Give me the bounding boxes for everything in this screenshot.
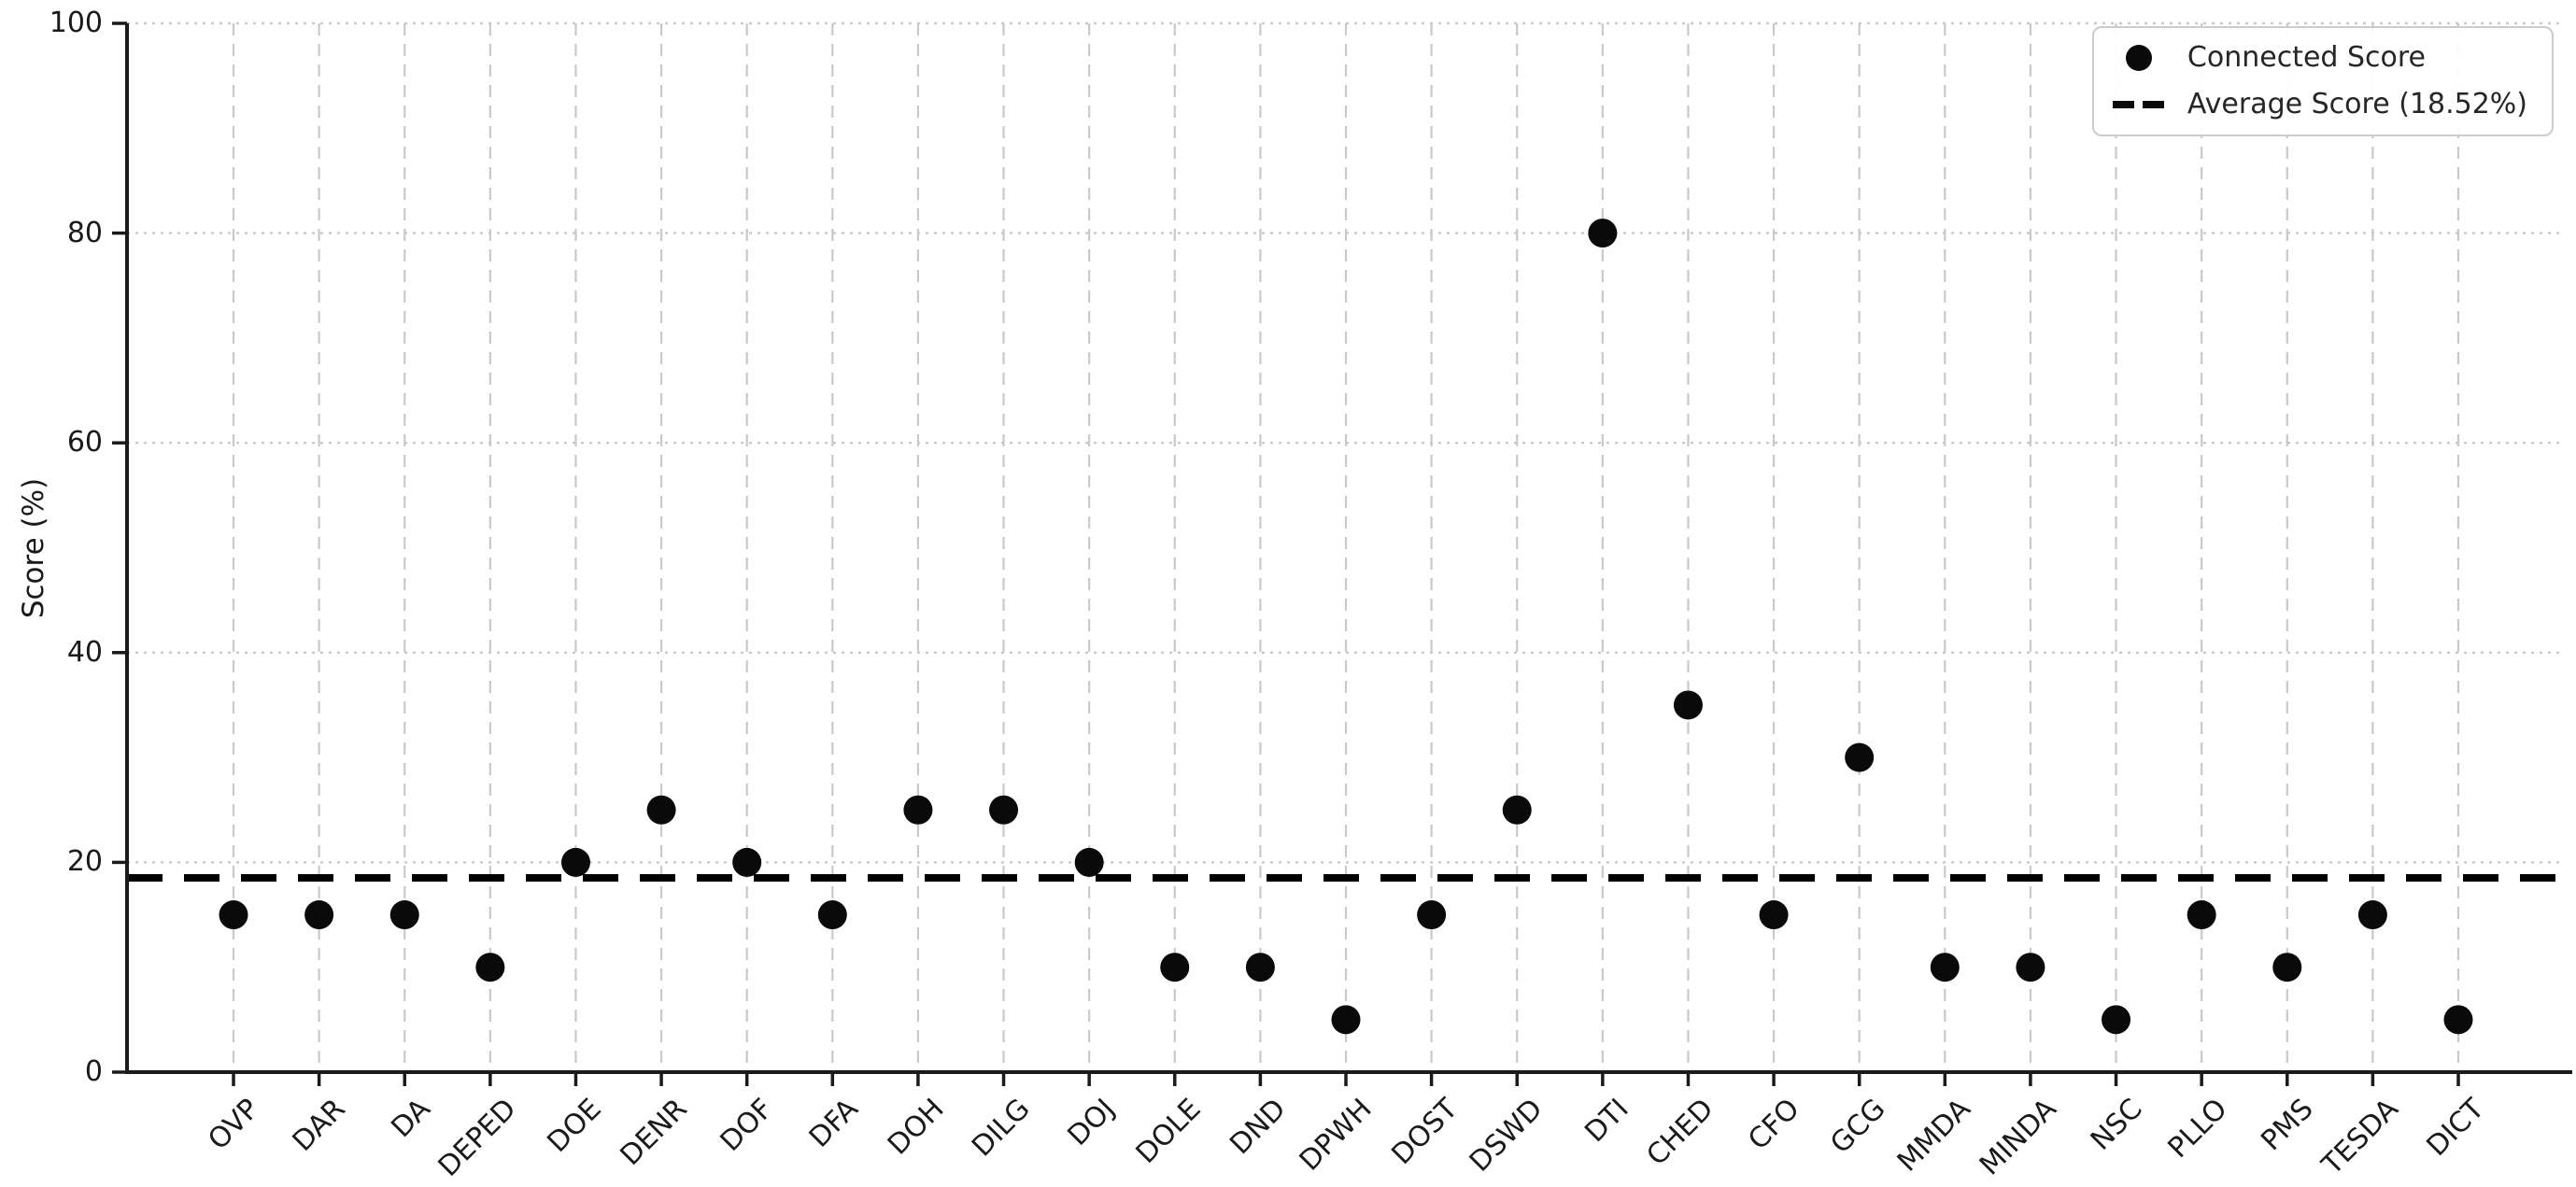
legend-item-average-score: Average Score (18.52%) (2109, 88, 2527, 121)
scatter-marker-icon (2109, 45, 2169, 71)
y-tick-label-80: 80 (66, 216, 103, 249)
y-tick-label-0: 0 (84, 1055, 103, 1088)
axis-ticks (112, 21, 2460, 1086)
data-point-GCG (1845, 742, 1875, 772)
dashed-line-icon (2109, 101, 2169, 108)
vertical-gridlines (232, 23, 2460, 1072)
data-point-DOH (903, 795, 933, 825)
y-tick-label-60: 60 (66, 426, 103, 459)
data-point-DOST (1417, 900, 1447, 930)
data-point-PLLO (2187, 900, 2216, 930)
legend: Connected Score Average Score (18.52%) (2091, 26, 2554, 136)
data-point-DICT (2443, 1005, 2473, 1035)
legend-item-connected-score: Connected Score (2109, 41, 2527, 75)
data-point-DILG (989, 795, 1019, 825)
y-tick-label-20: 20 (66, 845, 103, 879)
y-tick-label-40: 40 (66, 635, 103, 669)
data-point-DPWH (1331, 1005, 1361, 1035)
data-point-DENR (646, 795, 676, 825)
legend-label-average-score: Average Score (18.52%) (2187, 88, 2527, 120)
data-point-DTI (1588, 219, 1618, 248)
data-point-DFA (817, 900, 847, 930)
data-point-DOJ (1074, 847, 1104, 877)
data-point-DND (1245, 953, 1275, 982)
data-point-DAR (304, 900, 334, 930)
data-point-DA (389, 900, 419, 930)
data-point-TESDA (2357, 900, 2387, 930)
data-point-MINDA (2016, 953, 2045, 982)
data-point-MMDA (1930, 953, 1960, 982)
data-point-DOE (560, 847, 590, 877)
data-point-DOF (732, 847, 762, 877)
data-point-CFO (1759, 900, 1789, 930)
data-point-OVP (219, 900, 248, 930)
y-tick-label-100: 100 (49, 7, 103, 39)
data-point-DOLE (1160, 953, 1190, 982)
legend-label-connected-score: Connected Score (2187, 41, 2427, 74)
connected-score-points (219, 219, 2473, 1035)
data-point-PMS (2272, 953, 2302, 982)
data-point-NSC (2102, 1005, 2131, 1035)
data-point-CHED (1673, 690, 1703, 720)
data-point-DEPED (475, 953, 505, 982)
y-axis-label: Score (%) (17, 477, 50, 618)
data-point-DSWD (1502, 795, 1532, 825)
